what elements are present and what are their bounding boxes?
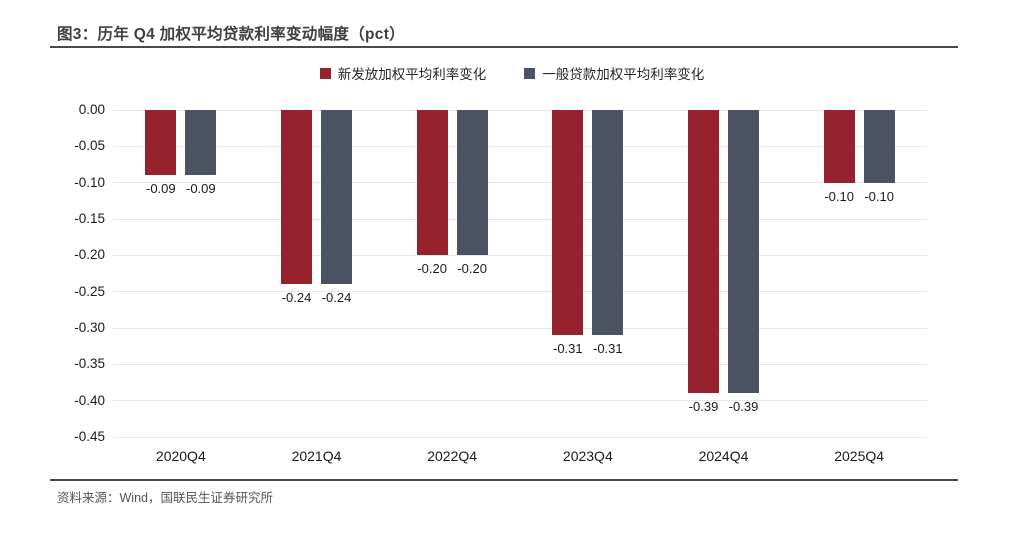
- gridline: [113, 145, 927, 147]
- gridline: [113, 291, 927, 293]
- x-axis-category-label: 2023Q4: [562, 448, 613, 464]
- x-axis-category-label: 2025Q4: [834, 448, 885, 464]
- bar-2024Q4-series1: [728, 110, 759, 393]
- y-axis-tick-label: -0.20: [74, 247, 105, 263]
- y-axis-tick-label: -0.30: [74, 320, 105, 335]
- value-label: -0.24: [321, 290, 352, 305]
- legend-item-1: 一般贷款加权平均利率变化: [524, 63, 704, 83]
- gridline: [113, 327, 927, 329]
- y-axis-tick-label: -0.15: [74, 211, 105, 226]
- y-axis-tick-label: -0.05: [74, 138, 105, 154]
- value-label: -0.31: [553, 341, 583, 356]
- y-axis-tick-label: -0.35: [74, 356, 105, 372]
- legend-swatch-icon: [319, 67, 331, 79]
- gridline: [113, 400, 927, 402]
- y-axis-tick-label: -0.45: [74, 429, 105, 444]
- gridline: [113, 182, 927, 184]
- value-label: -0.20: [417, 261, 447, 276]
- legend-label: 一般贷款加权平均利率变化: [542, 67, 705, 82]
- value-label: -0.09: [146, 181, 176, 196]
- bar-2021Q4-series1: [321, 110, 352, 284]
- value-label: -0.09: [186, 181, 216, 196]
- bar-2020Q4-series0: [145, 110, 177, 175]
- x-axis-category-label: 2022Q4: [427, 448, 478, 464]
- bar-2025Q4-series1: [863, 110, 895, 183]
- y-axis-tick-label: -0.40: [74, 392, 105, 408]
- y-axis-tick-label: 0.00: [78, 102, 105, 117]
- gridline: [113, 436, 927, 438]
- bar-2022Q4-series0: [416, 110, 448, 255]
- x-axis-category-label: 2021Q4: [291, 448, 342, 464]
- y-axis-tick-label: -0.10: [74, 174, 105, 190]
- bar-2023Q4-series1: [592, 110, 624, 335]
- legend-swatch-icon: [524, 67, 536, 79]
- x-axis-category-label: 2020Q4: [155, 448, 206, 464]
- value-label: -0.31: [593, 341, 623, 356]
- bar-2022Q4-series1: [456, 110, 488, 255]
- title-rule: [50, 46, 958, 48]
- figure-title: 图3：历年 Q4 加权平均贷款利率变动幅度（pct）: [57, 26, 405, 43]
- bar-2021Q4-series0: [281, 110, 312, 284]
- bar-2023Q4-series0: [552, 110, 584, 335]
- y-axis-tick-label: -0.25: [74, 283, 105, 299]
- chart-legend: 新发放加权平均利率变化 一般贷款加权平均利率变化: [0, 63, 1024, 83]
- bar-2020Q4-series1: [185, 110, 217, 175]
- gridline: [113, 109, 927, 111]
- value-label: -0.10: [864, 189, 894, 204]
- source-rule: [50, 479, 958, 481]
- value-label: -0.39: [728, 399, 759, 414]
- value-label: -0.20: [457, 261, 487, 276]
- value-label: -0.24: [281, 290, 312, 305]
- source-note: 资料来源：Wind，国联民生证券研究所: [57, 491, 273, 505]
- bar-2025Q4-series0: [823, 110, 855, 183]
- bar-2024Q4-series0: [688, 110, 719, 393]
- gridline: [113, 254, 927, 256]
- gridline: [113, 218, 927, 220]
- gridline: [113, 363, 927, 365]
- legend-label: 新发放加权平均利率变化: [337, 67, 487, 82]
- legend-item-0: 新发放加权平均利率变化: [319, 63, 487, 83]
- value-label: -0.39: [688, 399, 719, 414]
- value-label: -0.10: [824, 189, 854, 204]
- x-axis-category-label: 2024Q4: [698, 448, 749, 464]
